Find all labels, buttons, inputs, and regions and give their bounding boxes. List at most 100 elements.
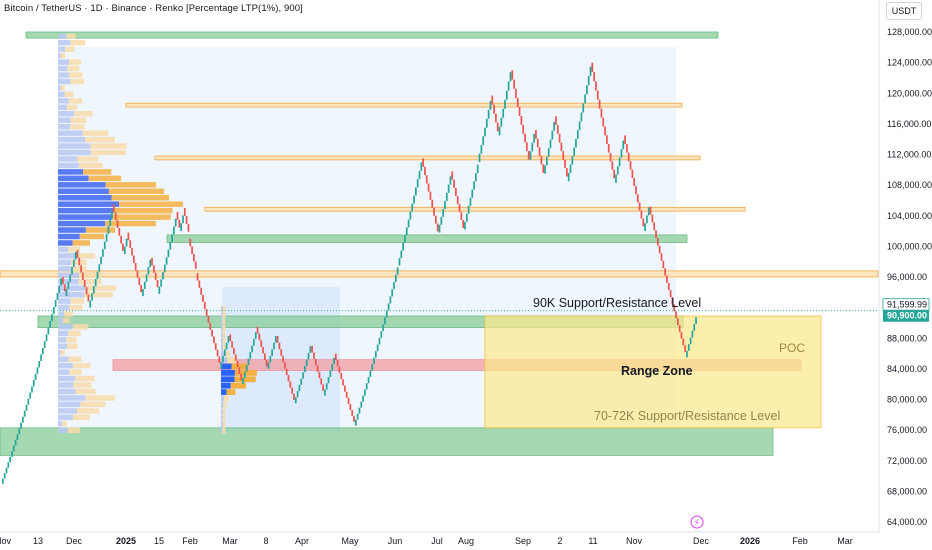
renko-brick-up: [373, 357, 375, 365]
renko-brick-up: [444, 200, 446, 209]
profile-bar-buy: [58, 240, 73, 246]
renko-brick-up: [182, 215, 184, 224]
renko-brick-down: [591, 62, 594, 73]
renko-brick-up: [695, 317, 697, 324]
renko-brick-down: [260, 340, 263, 347]
renko-brick-down: [347, 397, 350, 404]
profile-bar-buy-2: [221, 363, 232, 370]
x-tick-label: Feb: [792, 536, 808, 546]
renko-brick-up: [354, 419, 357, 426]
profile-bar-buy-2: [221, 408, 223, 415]
renko-brick-down: [293, 393, 295, 400]
renko-brick-down: [234, 354, 237, 361]
renko-brick-down: [431, 199, 434, 208]
profile-bar-sell: [69, 304, 83, 311]
renko-brick-up: [329, 370, 332, 377]
profile-bar-sell: [70, 298, 85, 304]
renko-brick-down: [194, 261, 197, 269]
profile-bar-sell: [60, 349, 65, 356]
renko-brick-up: [618, 157, 621, 167]
renko-brick-up: [364, 389, 366, 396]
profile-bar-buy: [58, 227, 86, 233]
profile-bar-buy: [58, 91, 65, 98]
zone-green-0: [25, 31, 719, 39]
renko-brick-down: [349, 403, 352, 410]
renko-brick-up: [102, 249, 104, 257]
x-tick-label: 13: [33, 536, 43, 546]
y-tick-label: 64,000.00: [887, 517, 927, 527]
renko-brick-up: [242, 377, 244, 385]
profile-bar-buy: [58, 175, 89, 182]
zone-orange-3: [204, 206, 746, 212]
renko-brick-up: [384, 317, 386, 325]
x-tick-label: 2025: [116, 536, 136, 546]
profile-bar-sell: [85, 395, 115, 401]
renko-brick-up: [404, 235, 406, 243]
renko-brick-up: [89, 300, 92, 308]
renko-brick-down: [525, 142, 528, 151]
profile-bar-buy: [58, 207, 114, 214]
renko-brick-up: [376, 344, 379, 352]
profile-bar-sell: [108, 188, 165, 195]
profile-bar-buy: [58, 246, 69, 253]
renko-brick-down: [202, 294, 204, 303]
renko-brick-down: [314, 359, 317, 366]
annotation-label-0: 90K Support/Resistance Level: [533, 296, 701, 310]
profile-bar-sell: [70, 123, 85, 130]
x-tick-label: Jul: [431, 536, 443, 546]
renko-brick-down: [205, 309, 208, 316]
renko-brick-down: [189, 238, 192, 247]
profile-bar-sell: [68, 72, 83, 78]
profile-bar-sell: [65, 46, 75, 52]
renko-brick-up: [2, 478, 4, 484]
renko-brick-down: [85, 287, 88, 295]
profile-bar-buy: [58, 382, 74, 388]
renko-brick-up: [34, 373, 37, 381]
renko-brick-down: [656, 237, 659, 246]
renko-brick-up: [45, 334, 48, 342]
profile-bar-sell: [85, 285, 117, 291]
renko-brick-up: [29, 392, 32, 399]
y-tick-label: 128,000.00: [887, 27, 932, 37]
renko-brick-up: [471, 189, 474, 198]
renko-brick-up: [36, 367, 39, 374]
renko-brick-down: [451, 171, 454, 180]
renko-brick-down: [655, 230, 657, 238]
profile-bar-sell: [68, 246, 81, 253]
profile-bar-buy: [58, 143, 91, 149]
renko-brick-up: [69, 274, 72, 282]
renko-brick-up: [47, 327, 50, 335]
renko-brick-down: [598, 99, 601, 109]
profile-bar-sell: [70, 39, 86, 46]
renko-brick-down: [422, 158, 425, 167]
renko-brick-up: [31, 386, 33, 393]
renko-brick-down: [496, 122, 499, 132]
renko-brick-down: [258, 333, 261, 341]
profile-bar-buy: [58, 291, 85, 298]
profile-bar-buy-2: [221, 401, 223, 408]
y-tick-label: 84,000.00: [887, 364, 927, 374]
renko-brick-up: [142, 288, 144, 297]
renko-brick-down: [516, 97, 519, 108]
renko-brick-down: [263, 353, 266, 361]
renko-brick-up: [687, 344, 690, 351]
x-tick-label: 15: [154, 536, 164, 546]
profile-bar-buy-2: [221, 357, 228, 363]
last-price-tag: 91,599.99: [887, 300, 927, 310]
renko-brick-up: [109, 218, 112, 227]
renko-brick-up: [253, 338, 255, 346]
profile-bar-sell: [90, 149, 126, 156]
renko-brick-up: [169, 242, 172, 250]
currency-button[interactable]: USDT: [886, 2, 922, 20]
renko-brick-up: [14, 439, 17, 446]
profile-bar-sell: [79, 272, 102, 278]
profile-bar-sell-2: [222, 401, 227, 408]
time-axis-panel: [0, 532, 932, 550]
renko-brick-up: [615, 174, 617, 183]
profile-bar-buy: [58, 201, 120, 207]
renko-brick-up: [65, 288, 68, 297]
renko-brick-up: [533, 134, 535, 143]
renko-brick-down: [83, 279, 86, 288]
profile-bar-sell: [70, 266, 87, 272]
